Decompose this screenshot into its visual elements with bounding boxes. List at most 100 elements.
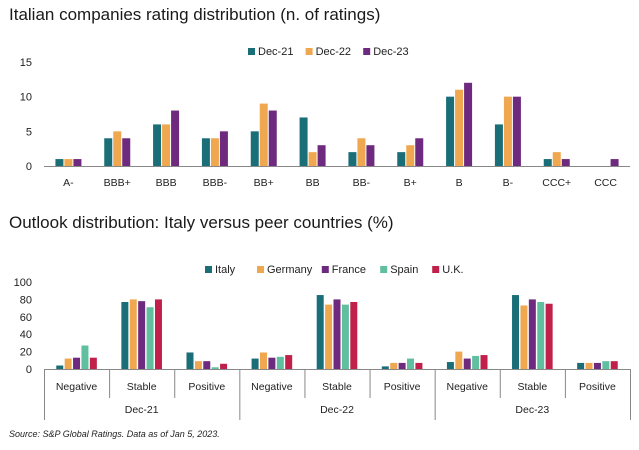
bar-France-Dec-23-Negative — [463, 358, 471, 369]
legend-label-Dec-23: Dec-23 — [373, 46, 408, 58]
bar-Dec-23-B+ — [415, 138, 424, 166]
bar-Italy-Dec-22-Stable — [316, 295, 324, 369]
bar-Dec-23-CCC+ — [561, 159, 570, 166]
bar-Dec-22-BB+ — [259, 103, 268, 166]
bar-Dec-22-BBB- — [210, 138, 219, 166]
bar-Spain-Dec-22-Positive — [407, 358, 415, 369]
legend-label-Dec-22: Dec-22 — [316, 46, 351, 58]
legend-label-Dec-21: Dec-21 — [258, 46, 293, 58]
bar-U.K.-Dec-23-Positive — [610, 361, 618, 369]
bar-Dec-22-BBB+ — [113, 131, 122, 166]
bar-Dec-22-BB- — [357, 138, 366, 166]
bar-Dec-21-BBB+ — [104, 138, 113, 166]
bar-Italy-Dec-21-Stable — [121, 302, 129, 369]
bar-Dec-21-BB — [299, 117, 308, 166]
bar-Spain-Dec-23-Stable — [537, 302, 545, 369]
bar-U.K.-Dec-22-Stable — [350, 302, 358, 369]
x-tick-label: BB- — [353, 177, 371, 189]
bar-Germany-Dec-22-Negative — [259, 352, 267, 369]
bar-France-Dec-22-Positive — [398, 362, 406, 369]
legend-label-France: France — [332, 264, 366, 276]
x-subcategory-label: Negative — [446, 381, 488, 393]
x-tick-label: BBB- — [203, 177, 228, 189]
legend-swatch-France — [321, 266, 329, 273]
x-group-label: Dec-22 — [320, 404, 354, 416]
bar-Spain-Dec-21-Negative — [81, 345, 89, 369]
bar-Dec-22-B+ — [406, 145, 415, 166]
x-tick-label: B — [456, 177, 463, 189]
x-subcategory-label: Positive — [188, 381, 225, 393]
legend-label-Germany: Germany — [267, 264, 313, 276]
y-tick-label: 100 — [14, 277, 32, 289]
bar-Dec-21-A- — [55, 159, 64, 166]
bar-Dec-21-B — [446, 96, 455, 166]
x-subcategory-label: Stable — [127, 381, 157, 393]
bar-France-Dec-21-Stable — [138, 301, 146, 369]
bar-France-Dec-21-Positive — [203, 361, 211, 369]
bar-Dec-21-BB- — [348, 152, 357, 166]
x-subcategory-label: Positive — [579, 381, 616, 393]
bar-Germany-Dec-21-Negative — [64, 358, 72, 369]
bar-France-Dec-23-Positive — [593, 362, 601, 369]
bar-Spain-Dec-22-Stable — [341, 304, 349, 369]
x-subcategory-label: Stable — [322, 381, 352, 393]
bar-Italy-Dec-23-Negative — [446, 362, 454, 369]
bar-Dec-23-BBB+ — [122, 138, 131, 166]
x-tick-label: BB+ — [254, 177, 274, 189]
bar-France-Dec-21-Negative — [73, 357, 81, 369]
x-subcategory-label: Negative — [56, 381, 98, 393]
bar-Italy-Dec-22-Negative — [251, 358, 259, 369]
x-tick-label: B- — [503, 177, 514, 189]
bar-Dec-23-B — [464, 82, 473, 166]
bar-Dec-21-BB+ — [250, 131, 259, 166]
bar-U.K.-Dec-21-Positive — [220, 363, 228, 369]
bar-Dec-23-BB- — [366, 145, 375, 166]
legend-swatch-U.K. — [432, 266, 440, 273]
bar-U.K.-Dec-21-Negative — [89, 357, 97, 369]
legend-label-Spain: Spain — [390, 264, 418, 276]
chart2-title: Outlook distribution: Italy versus peer … — [9, 213, 394, 232]
chart1-title: Italian companies rating distribution (n… — [9, 5, 381, 24]
source-note: Source: S&P Global Ratings. Data as of J… — [9, 429, 220, 439]
x-tick-label: CCC+ — [542, 177, 571, 189]
bar-Dec-23-A- — [73, 159, 82, 166]
legend-swatch-Dec-22 — [305, 48, 313, 55]
bar-Dec-23-CCC — [610, 159, 619, 166]
bar-Germany-Dec-23-Positive — [585, 362, 593, 369]
x-group-label: Dec-21 — [125, 404, 159, 416]
bar-Spain-Dec-21-Stable — [146, 307, 154, 369]
bar-Dec-23-B- — [512, 96, 521, 166]
bar-Spain-Dec-22-Negative — [276, 356, 284, 369]
bar-U.K.-Dec-23-Stable — [545, 303, 553, 369]
x-tick-label: BBB — [156, 177, 177, 189]
bar-Dec-21-BBB — [153, 124, 162, 166]
bar-Germany-Dec-22-Positive — [390, 362, 398, 369]
y-tick-label: 60 — [20, 312, 32, 324]
legend-swatch-Dec-23 — [363, 48, 371, 55]
x-group-label: Dec-23 — [515, 404, 549, 416]
bar-Germany-Dec-22-Stable — [325, 304, 333, 369]
x-tick-label: BBB+ — [104, 177, 131, 189]
bar-Dec-22-CCC+ — [552, 152, 561, 166]
bar-Dec-23-BB+ — [268, 110, 277, 166]
bar-France-Dec-22-Negative — [268, 357, 276, 369]
bar-Italy-Dec-23-Positive — [577, 362, 585, 369]
bar-Dec-22-A- — [64, 159, 73, 166]
y-tick-label: 80 — [20, 294, 32, 306]
legend-swatch-Spain — [380, 266, 388, 273]
bar-Germany-Dec-23-Negative — [455, 351, 463, 369]
bar-Germany-Dec-21-Positive — [194, 361, 202, 369]
bar-Dec-22-B- — [503, 96, 512, 166]
bar-Italy-Dec-22-Positive — [381, 366, 389, 369]
bar-Dec-23-BBB — [171, 110, 180, 166]
y-tick-label: 40 — [20, 329, 32, 341]
bar-Dec-23-BBB- — [219, 131, 228, 166]
bar-Italy-Dec-21-Positive — [186, 352, 194, 369]
bar-Germany-Dec-21-Stable — [129, 299, 137, 369]
legend-label-U.K.: U.K. — [442, 264, 463, 276]
bar-Germany-Dec-23-Stable — [520, 305, 528, 369]
x-subcategory-label: Stable — [517, 381, 547, 393]
y-tick-label: 0 — [26, 161, 32, 173]
